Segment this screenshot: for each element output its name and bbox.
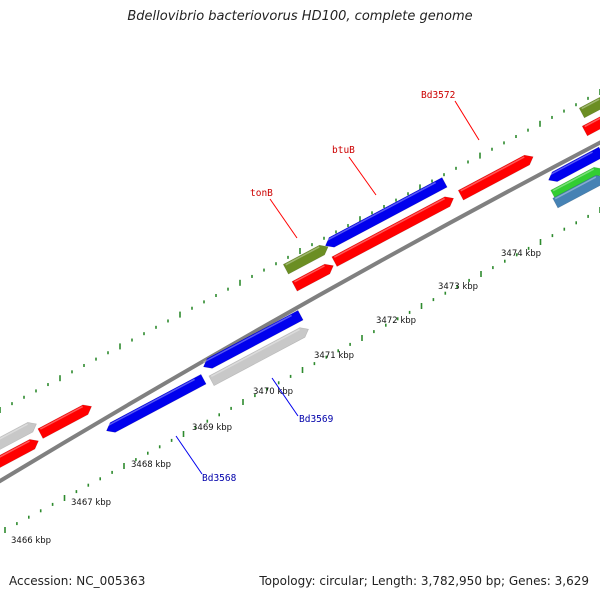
gene-highlight	[285, 246, 320, 266]
gene-bd3568[interactable]	[104, 373, 207, 435]
ruler-label-3469: 3469 kbp	[192, 423, 232, 433]
gene-highlight	[581, 98, 600, 110]
gene-highlight	[294, 265, 325, 283]
gene-tonb-red[interactable]	[291, 261, 336, 292]
gene-label-btub: btuB	[332, 145, 355, 156]
ruler-label-3473: 3473 kbp	[438, 282, 478, 292]
gene-highlight	[0, 440, 30, 466]
ruler-label-3470: 3470 kbp	[253, 387, 293, 397]
gene-label-bd3572: Bd3572	[421, 90, 455, 101]
gene-btub[interactable]	[323, 177, 448, 250]
ruler-labels: 3466 kbp 3467 kbp 3468 kbp 3469 kbp 3470…	[11, 249, 541, 546]
gene-tonb[interactable]	[282, 242, 331, 275]
gene-highlight	[39, 405, 84, 430]
gene-labels: tonB btuB Bd3572 Bd3568 Bd3569	[202, 90, 455, 484]
gene-highlight	[324, 181, 437, 242]
ruler-label-3468: 3468 kbp	[131, 460, 171, 470]
gene-blue-mid[interactable]	[201, 309, 304, 371]
accession-text: Accession: NC_005363	[9, 574, 146, 588]
ruler-label-3471: 3471 kbp	[314, 351, 354, 361]
map-title: Bdellovibrio bacteriovorus HD100, comple…	[127, 9, 473, 24]
inner-tick-track	[4, 207, 600, 533]
genome-backbone	[0, 140, 600, 484]
gene-red-left-1[interactable]	[0, 436, 41, 475]
gene-red-far[interactable]	[581, 112, 600, 137]
gene-highlight	[202, 314, 292, 364]
gene-label-tonb: tonB	[250, 188, 273, 199]
gene-highlight	[548, 151, 593, 177]
gene-highlight	[554, 176, 597, 200]
gene-label-bd3568: Bd3568	[202, 473, 237, 484]
outer-tick-track	[0, 89, 600, 413]
ruler-label-3474: 3474 kbp	[501, 249, 541, 259]
gene-highlight	[333, 197, 446, 258]
ruler-label-3472: 3472 kbp	[376, 316, 416, 326]
gene-highlight	[210, 328, 300, 378]
gene-blue-right[interactable]	[546, 146, 600, 185]
gene-features	[0, 94, 600, 475]
gene-red-btub[interactable]	[331, 193, 456, 267]
gene-label-bd3569: Bd3569	[299, 414, 334, 425]
gene-highlight	[105, 378, 195, 428]
gene-label-leaders	[175, 100, 480, 475]
leader-bd3569	[271, 377, 299, 417]
leader-tonb	[269, 198, 298, 239]
gene-bd3569-hyp[interactable]	[208, 324, 311, 387]
gene-highlight	[460, 156, 525, 192]
leader-bd3572	[454, 100, 480, 141]
gene-bd3572[interactable]	[457, 152, 536, 201]
ruler-label-3466: 3466 kbp	[11, 536, 51, 546]
genome-summary-text: Topology: circular; Length: 3,782,950 bp…	[259, 574, 589, 588]
gene-red-left-2[interactable]	[37, 402, 94, 439]
gene-highlight	[0, 423, 28, 449]
gene-highlight	[584, 116, 600, 128]
leader-btub	[348, 156, 377, 196]
ruler-label-3467: 3467 kbp	[71, 498, 111, 508]
gene-olive-far[interactable]	[578, 94, 600, 119]
leader-bd3568	[175, 435, 203, 475]
gene-hyp-left[interactable]	[0, 419, 39, 458]
gene-highlight	[552, 168, 595, 192]
gene-steel-right[interactable]	[552, 172, 600, 209]
